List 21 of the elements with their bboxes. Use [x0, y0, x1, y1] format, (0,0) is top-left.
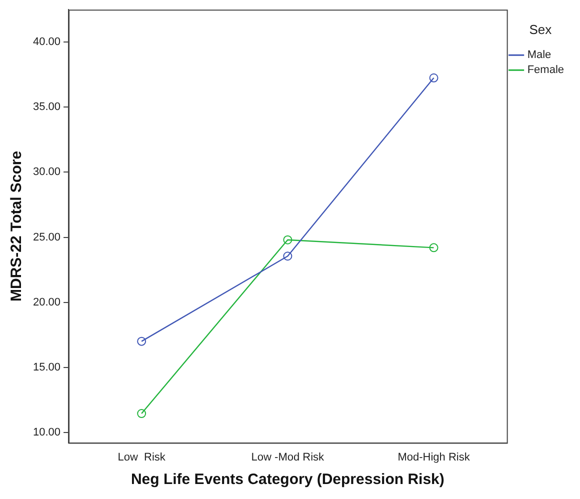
y-tick-label: 10.00	[32, 426, 61, 438]
x-axis-title: Neg Life Events Category (Depression Risk)	[130, 471, 444, 488]
y-tick-label: 25.00	[32, 231, 61, 244]
point	[429, 243, 438, 252]
point	[283, 252, 292, 261]
y-tick-label: 20.00	[32, 296, 61, 308]
y-tick-label: 35.00	[32, 101, 61, 114]
x-tick-label: Mod-High Risk	[398, 451, 470, 464]
y-tick-label: 30.00	[32, 166, 61, 178]
x-tick-label: Low -Mod Risk	[251, 451, 325, 464]
point	[137, 336, 146, 346]
point	[137, 409, 146, 418]
point	[283, 235, 292, 244]
point	[429, 73, 438, 82]
x-tick-label: Low Risk	[118, 451, 166, 464]
legend-label: Male	[527, 49, 552, 62]
legend-title: Sex	[529, 22, 552, 38]
legend-label: Female	[527, 64, 564, 76]
y-tick-label: 40.00	[32, 36, 61, 48]
y-tick-label: 15.00	[32, 361, 61, 374]
y-axis-title: MDRS-22 Total Score	[8, 150, 26, 302]
